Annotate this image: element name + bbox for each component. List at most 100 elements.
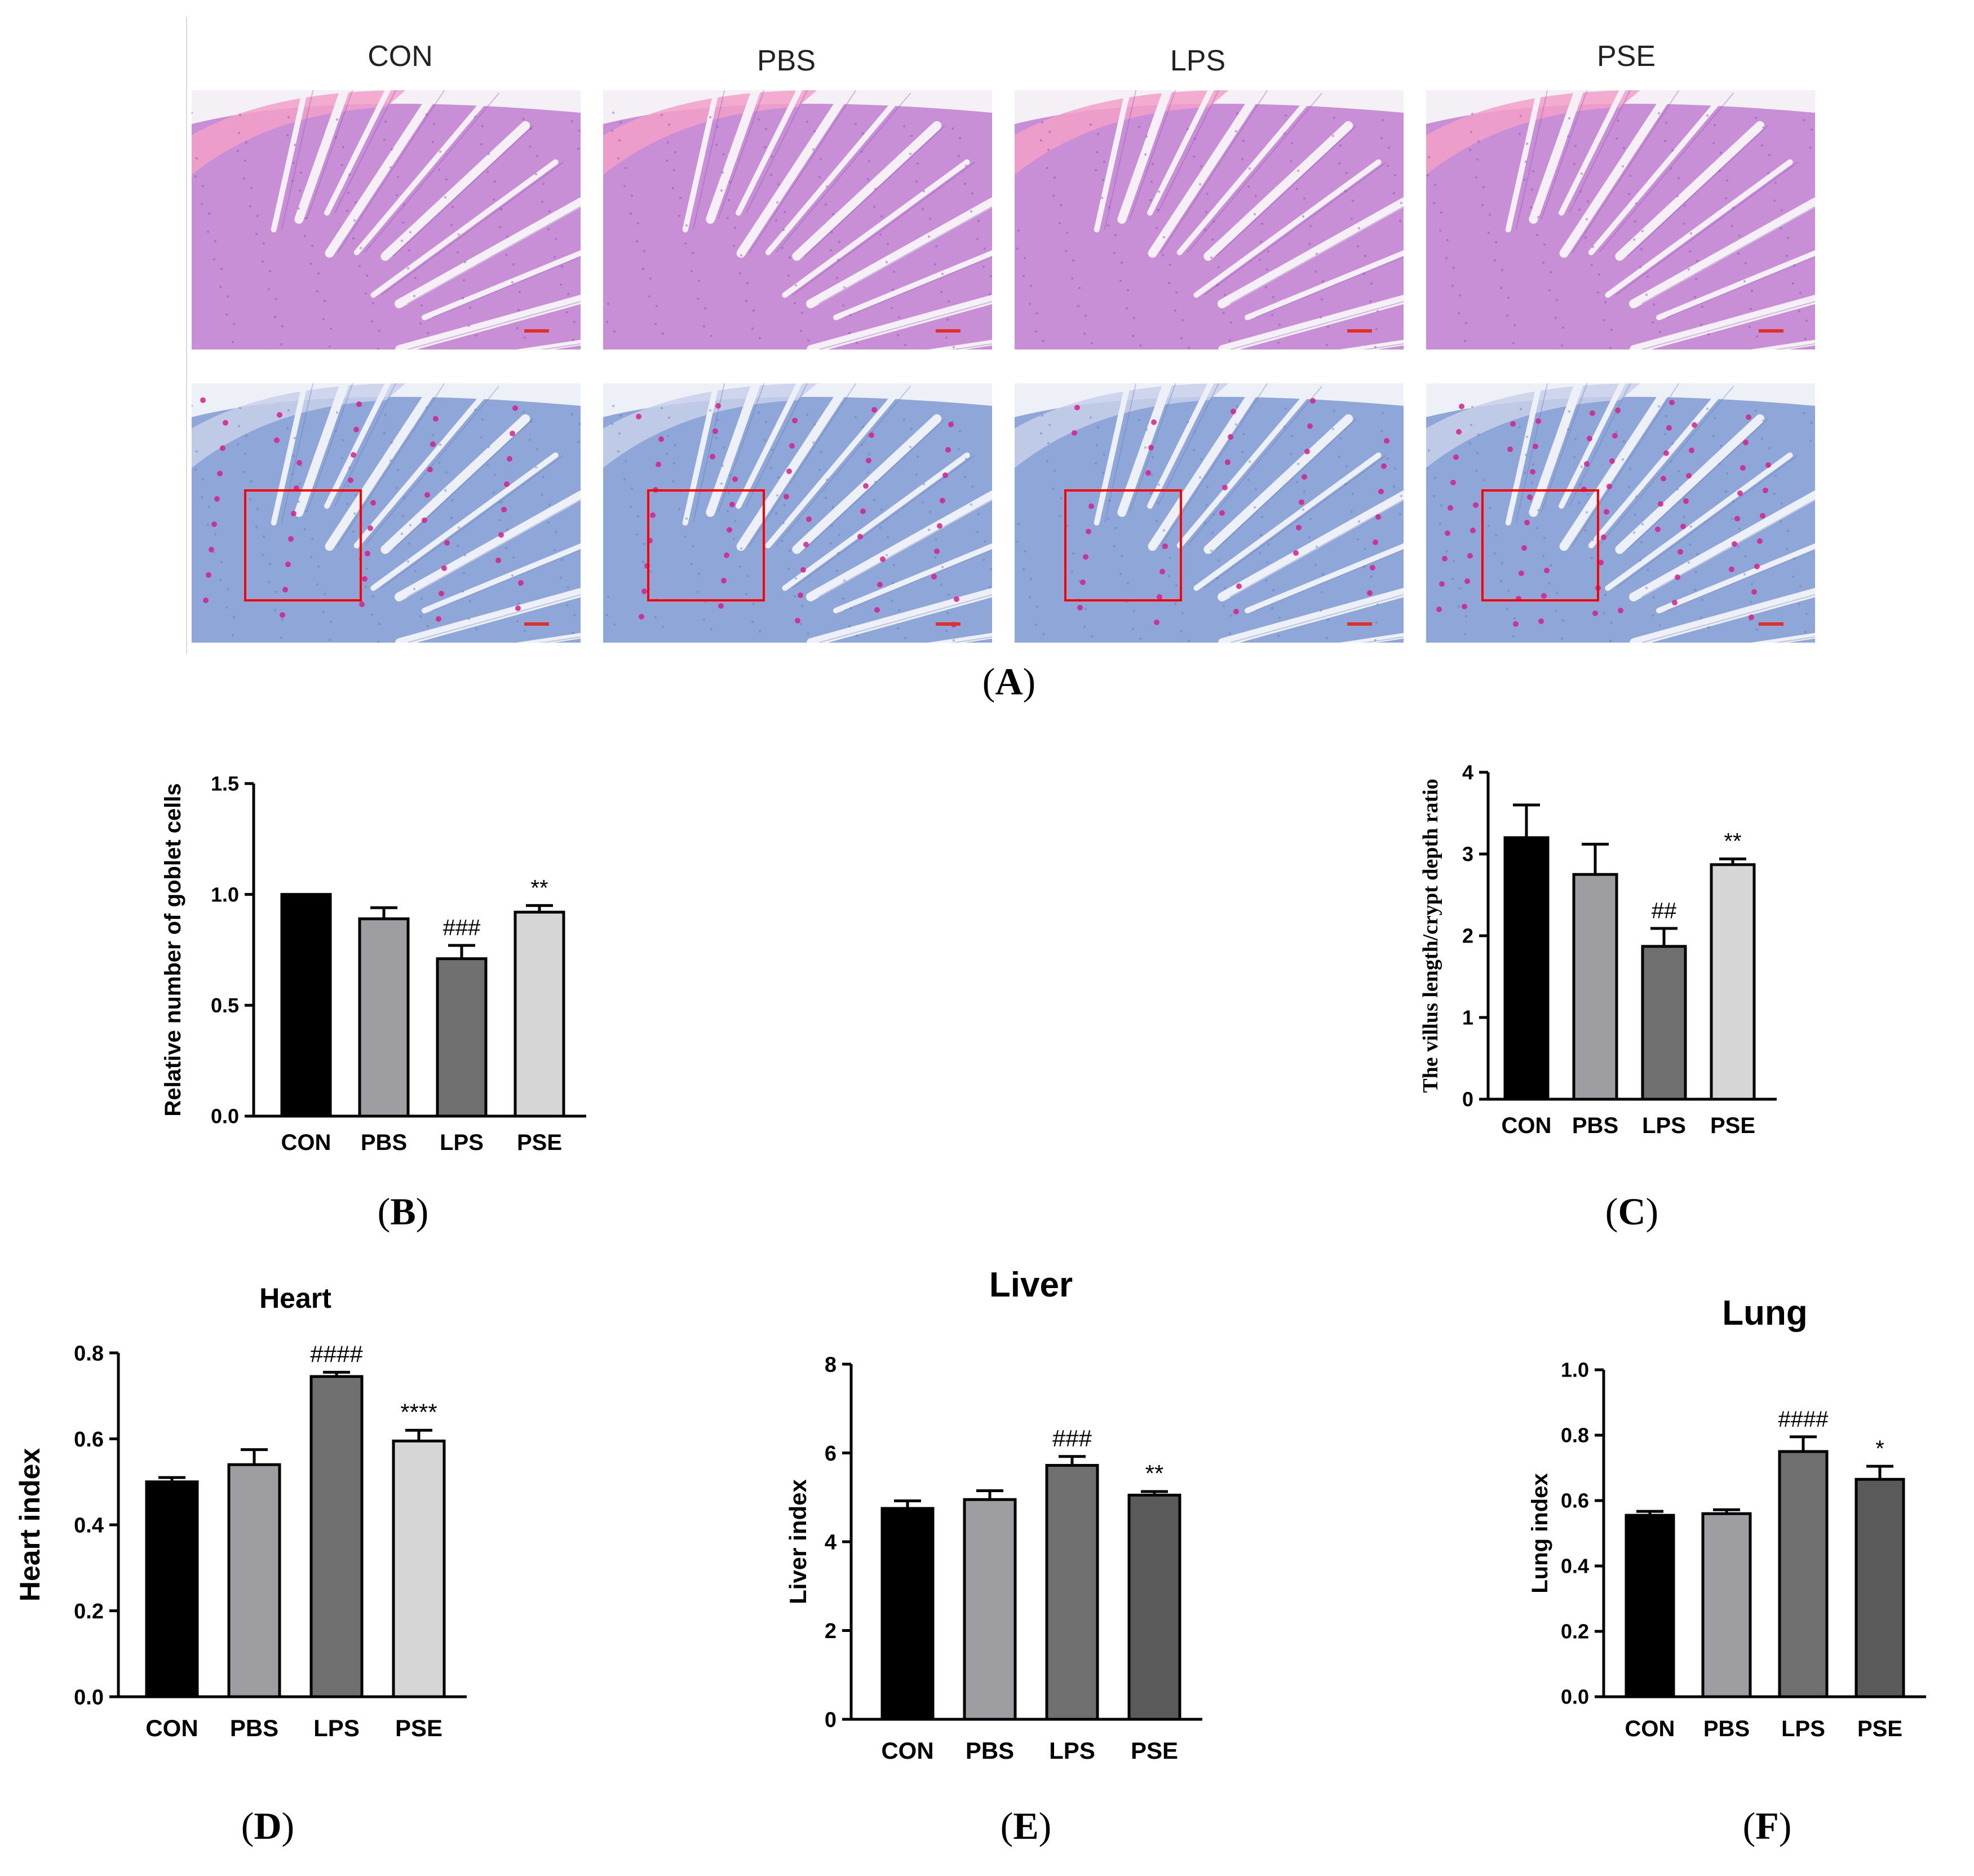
- bar-con: [1625, 1514, 1675, 1698]
- y-tick-label: 0.4: [74, 1514, 104, 1537]
- x-category-label: CON: [881, 1737, 933, 1764]
- x-category-label: PBS: [230, 1715, 278, 1741]
- he-stain-image-con: [192, 90, 581, 349]
- x-category-label: PSE: [1710, 1113, 1755, 1138]
- x-category-label: CON: [1502, 1113, 1552, 1138]
- y-tick-label: 3: [1462, 843, 1473, 866]
- he-stain-image-pse: [1426, 90, 1815, 349]
- y-tick-label: 0.5: [211, 994, 239, 1017]
- x-category-label: PBS: [966, 1737, 1014, 1764]
- x-category-label: LPS: [1049, 1737, 1095, 1764]
- y-axis-label: Liver index: [785, 1479, 811, 1604]
- panel-a-histology: [186, 17, 1821, 654]
- chart-title: Heart: [259, 1282, 331, 1314]
- y-tick-label: 0: [1462, 1088, 1473, 1111]
- panel-label-a: (A): [982, 660, 1036, 703]
- significance-mark: **: [530, 875, 548, 900]
- bar-pse: [392, 1439, 446, 1698]
- x-category-label: CON: [281, 1130, 331, 1155]
- x-category-label: CON: [1625, 1716, 1675, 1741]
- significance-mark: **: [1724, 829, 1741, 854]
- ab-pas-stain-image-con: [192, 383, 581, 643]
- chart-f-lung-index: Lung 0.0 0.2 0.4 0.6 0.8 1.0 Lung index CON PBS ##…: [1528, 1294, 1926, 1741]
- bar-pse: [1710, 863, 1756, 1101]
- y-tick-label: 0.2: [74, 1600, 104, 1623]
- chart-title: Liver: [989, 1266, 1073, 1304]
- bar-lps: [1778, 1450, 1829, 1698]
- x-category-label: LPS: [440, 1130, 484, 1155]
- y-axis-label: The villus length/crypt depth ratio: [1419, 778, 1442, 1092]
- bar-pse: [514, 910, 565, 1118]
- x-category-label: PSE: [395, 1715, 442, 1741]
- x-category-label: LPS: [1642, 1113, 1686, 1138]
- y-tick-label: 0.6: [1561, 1489, 1589, 1512]
- chart-d-heart-index: Heart 0.0 0.2 0.4 0.6 0.8 Heart index CON PBS ###…: [14, 1282, 467, 1741]
- y-tick-label: 1.0: [211, 883, 239, 906]
- panel-a-frame-line: [186, 17, 187, 654]
- group-label-lps: LPS: [1170, 45, 1226, 77]
- x-category-label: LPS: [313, 1715, 360, 1741]
- bar-pbs: [963, 1498, 1017, 1721]
- x-category-label: CON: [145, 1715, 198, 1741]
- y-tick-label: 2: [1462, 924, 1473, 948]
- group-label-con: CON: [368, 40, 433, 73]
- y-tick-label: 2: [825, 1620, 836, 1643]
- y-tick-label: 0.4: [1561, 1555, 1589, 1578]
- bar-pse: [1855, 1477, 1905, 1698]
- panel-label-e: (E): [1000, 1804, 1052, 1847]
- x-category-label: PSE: [1131, 1737, 1178, 1764]
- bar-con: [280, 893, 332, 1118]
- bar-lps: [436, 957, 488, 1118]
- x-category-label: PSE: [1857, 1716, 1902, 1741]
- group-label-pse: PSE: [1596, 40, 1656, 73]
- y-tick-label: 4: [825, 1530, 836, 1554]
- significance-mark: ****: [400, 1399, 437, 1425]
- bar-pbs: [1701, 1512, 1752, 1698]
- he-stain-image-pbs: [603, 90, 992, 349]
- bar-con: [1503, 836, 1550, 1101]
- ab-pas-stain-image-pse: [1426, 383, 1815, 643]
- panel-label-f: (F): [1742, 1804, 1792, 1847]
- x-category-label: PSE: [517, 1130, 562, 1155]
- bar-lps: [1641, 945, 1687, 1101]
- significance-mark: *: [1875, 1436, 1884, 1461]
- y-axis-label: Lung index: [1528, 1473, 1552, 1593]
- y-tick-label: 0.2: [1561, 1620, 1589, 1643]
- bar-lps: [309, 1375, 364, 1698]
- chart-title: Lung: [1722, 1294, 1808, 1333]
- group-label-pbs: PBS: [756, 45, 816, 77]
- y-tick-label: 0: [825, 1708, 836, 1732]
- y-tick-label: 0.8: [74, 1342, 104, 1365]
- x-category-label: PBS: [361, 1130, 407, 1155]
- ab-pas-stain-image-lps: [1015, 383, 1404, 643]
- y-tick-label: 4: [1462, 761, 1473, 784]
- y-tick-label: 0.0: [74, 1685, 104, 1709]
- y-tick-label: 0.6: [74, 1428, 104, 1452]
- bar-pse: [1127, 1493, 1181, 1721]
- bar-pbs: [358, 917, 410, 1118]
- bar-pbs: [227, 1463, 281, 1698]
- y-tick-label: 1.0: [1561, 1359, 1589, 1382]
- y-tick-label: 6: [825, 1442, 836, 1466]
- y-tick-label: 0.8: [1561, 1424, 1589, 1447]
- x-category-label: PBS: [1703, 1716, 1750, 1741]
- significance-mark: **: [1145, 1460, 1164, 1486]
- significance-mark: ####: [1778, 1407, 1829, 1432]
- y-tick-label: 0.0: [211, 1105, 239, 1128]
- bar-con: [880, 1507, 935, 1721]
- chart-c-villus-crypt-ratio: 0 1 2 3 4 The villus length/crypt depth ratio…: [1419, 761, 1777, 1138]
- y-tick-label: 1.5: [211, 772, 239, 795]
- y-tick-label: 8: [825, 1353, 836, 1377]
- significance-mark: ##: [1652, 899, 1677, 923]
- significance-mark: ####: [310, 1340, 363, 1367]
- he-stain-image-lps: [1015, 90, 1404, 349]
- chart-e-liver-index: Liver 0 2 4 6 8 Liver index CON PBS ### LPS ** PSE: [785, 1266, 1202, 1764]
- bar-con: [145, 1480, 199, 1698]
- panel-label-d: (D): [241, 1804, 295, 1847]
- y-tick-label: 1: [1462, 1006, 1473, 1029]
- significance-mark: ###: [1052, 1425, 1092, 1452]
- y-axis-label: Heart index: [14, 1448, 46, 1602]
- bar-pbs: [1572, 873, 1618, 1101]
- y-tick-label: 0.0: [1561, 1685, 1589, 1709]
- panel-label-b: (B): [377, 1190, 429, 1233]
